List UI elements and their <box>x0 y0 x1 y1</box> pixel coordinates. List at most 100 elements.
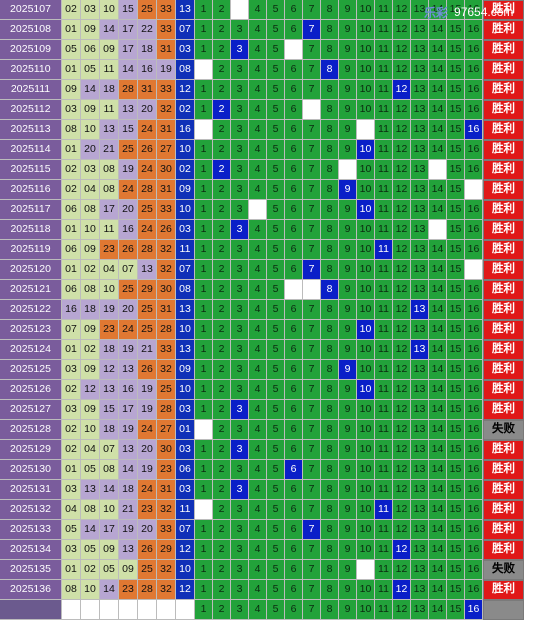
position-cell-10: 10 <box>357 180 375 200</box>
red-ball-cell: 13 <box>100 120 119 140</box>
position-cell-13: 13 <box>411 80 429 100</box>
position-cell-2: 2 <box>213 420 231 440</box>
issue-cell: 2025129 <box>0 440 62 460</box>
position-cell-16: 16 <box>465 220 483 240</box>
position-cell-16: 16 <box>465 380 483 400</box>
result-badge: 胜利 <box>483 100 524 120</box>
red-ball-cell: 08 <box>100 460 119 480</box>
position-cell-7: 7 <box>303 0 321 20</box>
position-cell-12: 12 <box>393 60 411 80</box>
position-cell-15: 15 <box>447 40 465 60</box>
position-cell-14: 14 <box>429 80 447 100</box>
position-cell-5: 5 <box>267 380 285 400</box>
red-ball-cell: 25 <box>119 140 138 160</box>
position-cell-2: 2 <box>213 140 231 160</box>
position-cell-1: 1 <box>195 500 213 520</box>
position-cell-10: 10 <box>357 500 375 520</box>
position-cell-10: 10 <box>357 540 375 560</box>
position-cell-12: 12 <box>393 320 411 340</box>
position-cell-8: 8 <box>321 440 339 460</box>
issue-cell: 2025130 <box>0 460 62 480</box>
position-cell-12: 12 <box>393 580 411 600</box>
position-cell-7: 7 <box>303 480 321 500</box>
position-cell-8: 8 <box>321 320 339 340</box>
red-ball-cell: 31 <box>157 300 176 320</box>
position-cell-12: 12 <box>393 340 411 360</box>
position-cell-12: 12 <box>393 220 411 240</box>
position-cell-12: 12 <box>393 100 411 120</box>
red-ball-cell: 16 <box>119 380 138 400</box>
position-cell-4: 4 <box>249 140 267 160</box>
position-cell-7: 7 <box>303 460 321 480</box>
position-cell-7: 7 <box>303 100 321 120</box>
red-ball-cell: 32 <box>157 100 176 120</box>
position-cell-7: 7 <box>303 600 321 620</box>
red-ball-cell: 18 <box>100 80 119 100</box>
position-cell-5: 5 <box>267 120 285 140</box>
result-badge: 胜利 <box>483 340 524 360</box>
position-cell-4: 4 <box>249 320 267 340</box>
blue-ball-cell: 01 <box>176 420 195 440</box>
red-ball-cell: 07 <box>62 320 81 340</box>
position-cell-4: 4 <box>249 220 267 240</box>
red-ball-cell: 06 <box>62 280 81 300</box>
position-cell-8: 8 <box>321 80 339 100</box>
blue-ball-cell: 07 <box>176 20 195 40</box>
position-cell-8: 8 <box>321 340 339 360</box>
position-cell-5: 5 <box>267 540 285 560</box>
blue-ball-cell: 12 <box>176 540 195 560</box>
position-cell-13: 13 <box>411 380 429 400</box>
position-cell-5: 5 <box>267 400 285 420</box>
result-badge: 胜利 <box>483 320 524 340</box>
position-cell-6: 6 <box>285 40 303 60</box>
red-ball-cell: 25 <box>138 200 157 220</box>
position-cell-7: 7 <box>303 40 321 60</box>
red-ball-cell: 26 <box>138 540 157 560</box>
position-cell-8: 8 <box>321 240 339 260</box>
red-ball-cell: 32 <box>157 580 176 600</box>
position-cell-12: 12 <box>393 440 411 460</box>
red-ball-cell: 28 <box>138 580 157 600</box>
position-cell-10: 10 <box>357 160 375 180</box>
position-cell-16: 16 <box>465 280 483 300</box>
position-cell-2: 2 <box>213 280 231 300</box>
position-cell-3: 3 <box>231 420 249 440</box>
red-ball-cell: 15 <box>100 400 119 420</box>
position-cell-4: 4 <box>249 80 267 100</box>
position-cell-15: 15 <box>447 280 465 300</box>
position-cell-5: 5 <box>267 520 285 540</box>
result-badge: 胜利 <box>483 300 524 320</box>
red-ball-cell: 05 <box>81 60 100 80</box>
position-cell-3: 3 <box>231 560 249 580</box>
position-cell-4: 4 <box>249 300 267 320</box>
red-ball-cell: 14 <box>100 480 119 500</box>
issue-cell: 2025122 <box>0 300 62 320</box>
red-ball-cell: 19 <box>138 380 157 400</box>
red-ball-cell: 18 <box>100 340 119 360</box>
position-cell-11: 11 <box>375 40 393 60</box>
position-cell-14: 14 <box>429 300 447 320</box>
position-cell-4: 4 <box>249 340 267 360</box>
position-cell-15: 15 <box>447 20 465 40</box>
position-cell-1: 1 <box>195 160 213 180</box>
position-cell-3: 3 <box>231 500 249 520</box>
position-cell-12: 12 <box>393 360 411 380</box>
position-cell-6: 6 <box>285 480 303 500</box>
position-cell-13: 13 <box>411 420 429 440</box>
red-ball-cell: 18 <box>119 480 138 500</box>
position-cell-5: 5 <box>267 460 285 480</box>
position-cell-7: 7 <box>303 380 321 400</box>
red-ball-cell: 32 <box>157 240 176 260</box>
red-ball-cell: 03 <box>62 480 81 500</box>
red-ball-cell: 09 <box>81 320 100 340</box>
position-cell-10: 10 <box>357 460 375 480</box>
position-cell-10: 10 <box>357 220 375 240</box>
position-cell-3: 3 <box>231 300 249 320</box>
blue-ball-cell: 13 <box>176 0 195 20</box>
result-badge: 胜利 <box>483 540 524 560</box>
position-cell-3: 3 <box>231 80 249 100</box>
red-ball-cell: 08 <box>81 500 100 520</box>
red-ball-cell: 01 <box>62 460 81 480</box>
result-badge: 胜利 <box>483 120 524 140</box>
red-ball-cell: 21 <box>138 340 157 360</box>
